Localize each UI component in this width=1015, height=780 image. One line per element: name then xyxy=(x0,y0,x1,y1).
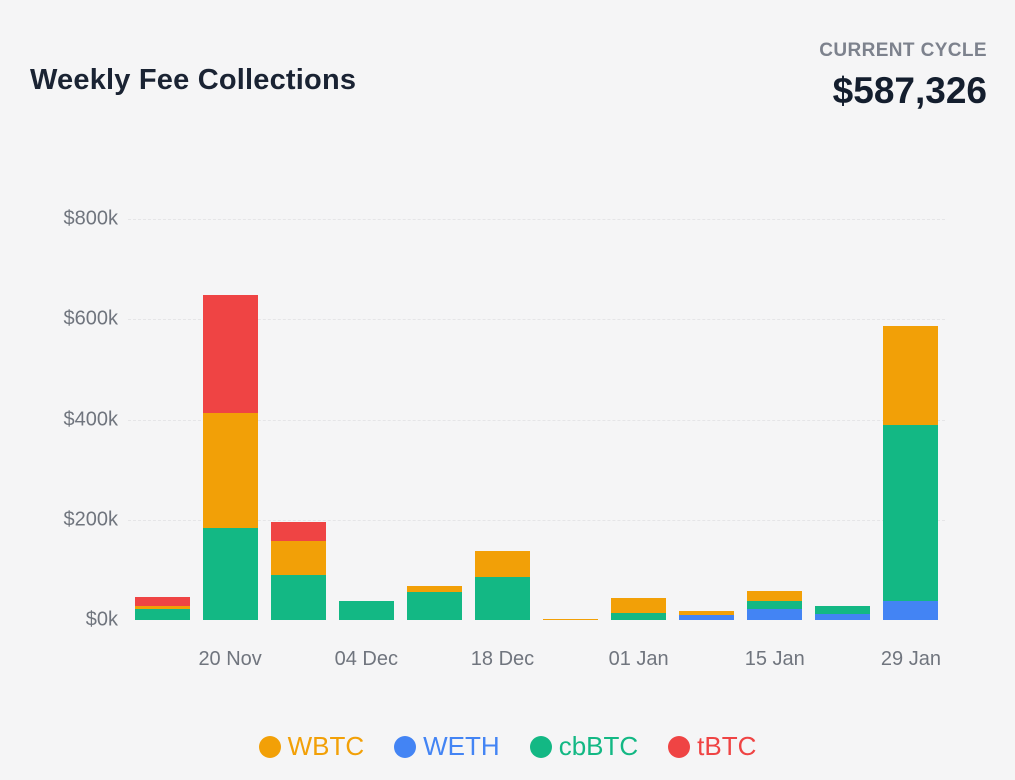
legend-item-WBTC[interactable]: WBTC xyxy=(258,731,365,762)
bar-group-week-7 xyxy=(536,219,604,620)
bar-group-18 Dec xyxy=(468,219,536,620)
bar-segment-cbBTC[interactable] xyxy=(815,606,871,614)
legend-label: WBTC xyxy=(287,731,365,761)
bar-segment-WBTC[interactable] xyxy=(270,541,326,575)
x-axis-label: 04 Dec xyxy=(334,648,398,670)
bar-segment-tBTC[interactable] xyxy=(270,521,326,542)
stacked-bar[interactable] xyxy=(883,325,939,620)
stacked-bar[interactable] xyxy=(815,606,871,620)
legend-label: cbBTC xyxy=(558,731,639,761)
gridline xyxy=(128,519,945,521)
bar-segment-WETH[interactable] xyxy=(883,600,939,620)
bar-segment-WETH[interactable] xyxy=(747,608,803,620)
current-cycle-label: CURRENT CYCLE xyxy=(819,40,987,61)
stacked-bar[interactable] xyxy=(474,550,530,620)
current-cycle-value: $587,326 xyxy=(832,70,987,111)
bar-segment-WBTC[interactable] xyxy=(406,586,462,593)
y-axis-label: $800k xyxy=(63,207,119,230)
legend-dot-cbBTC xyxy=(529,735,552,758)
x-axis-label: 18 Dec xyxy=(470,648,535,670)
stacked-bar[interactable] xyxy=(338,600,394,620)
bar-segment-WBTC[interactable] xyxy=(611,597,667,613)
bar-segment-cbBTC[interactable] xyxy=(338,600,394,620)
bar-segment-WETH[interactable] xyxy=(815,614,871,620)
bar-group-29 Jan xyxy=(877,219,945,620)
bar-segment-cbBTC[interactable] xyxy=(747,601,803,609)
page-title: Weekly Fee Collections xyxy=(30,64,357,96)
y-axis-label: $200k xyxy=(63,508,119,531)
stacked-bar[interactable] xyxy=(747,590,803,620)
bar-group-04 Dec xyxy=(332,219,400,620)
stacked-bar[interactable] xyxy=(611,597,667,620)
bar-segment-WBTC[interactable] xyxy=(747,590,803,602)
x-axis-label: 29 Jan xyxy=(880,648,941,670)
bar-group-15 Jan xyxy=(741,219,809,620)
bar-segment-WETH[interactable] xyxy=(679,615,735,620)
stacked-bar[interactable] xyxy=(270,521,326,620)
bar-group-week-9 xyxy=(673,219,741,620)
bar-segment-WBTC[interactable] xyxy=(543,619,598,620)
x-axis-label: 20 Nov xyxy=(198,648,262,670)
bar-group-week-3 xyxy=(264,219,332,620)
bar-segment-tBTC[interactable] xyxy=(202,295,258,413)
plot-area xyxy=(128,219,945,620)
bar-group-20 Nov xyxy=(196,219,264,620)
bar-segment-cbBTC[interactable] xyxy=(611,612,667,620)
stacked-bar[interactable] xyxy=(543,619,598,620)
bar-segment-cbBTC[interactable] xyxy=(270,574,326,620)
legend-dot-WBTC xyxy=(258,735,281,758)
gridline xyxy=(128,219,945,220)
legend-label: tBTC xyxy=(697,731,757,761)
bar-segment-WBTC[interactable] xyxy=(134,605,190,609)
gridline xyxy=(128,419,945,421)
legend-item-tBTC[interactable]: tBTC xyxy=(668,731,756,762)
bar-segment-cbBTC[interactable] xyxy=(202,527,258,620)
y-axis: $800k $600k $400k $200k $0k xyxy=(0,208,119,631)
stacked-bar[interactable] xyxy=(679,611,735,620)
legend-item-WETH[interactable]: WETH xyxy=(394,731,500,762)
gridline xyxy=(128,319,945,321)
bar-segment-WBTC[interactable] xyxy=(883,325,939,425)
stacked-bar[interactable] xyxy=(406,586,462,620)
bars-row xyxy=(128,219,945,620)
bar-segment-WBTC[interactable] xyxy=(679,611,735,615)
chart-legend: WBTC WETH cbBTC tBTC xyxy=(0,731,1015,762)
bar-group-week-1 xyxy=(128,219,196,620)
bar-segment-cbBTC[interactable] xyxy=(406,592,462,620)
legend-label: WETH xyxy=(423,731,500,761)
y-axis-label: $0k xyxy=(85,608,118,631)
legend-item-cbBTC[interactable]: cbBTC xyxy=(529,731,639,762)
x-axis: 20 Nov 04 Dec 18 Dec 01 Jan 15 Jan 29 Jan xyxy=(128,648,945,678)
bar-segment-cbBTC[interactable] xyxy=(883,424,939,601)
bar-segment-cbBTC[interactable] xyxy=(134,608,190,620)
x-axis-label: 15 Jan xyxy=(744,648,805,670)
stacked-bar[interactable] xyxy=(134,596,190,620)
bar-group-01 Jan xyxy=(605,219,673,620)
bar-segment-cbBTC[interactable] xyxy=(474,576,530,620)
legend-dot-WETH xyxy=(394,735,417,758)
bar-group-week-5 xyxy=(400,219,468,620)
bar-segment-WBTC[interactable] xyxy=(202,412,258,528)
y-axis-label: $600k xyxy=(63,307,119,330)
legend-dot-tBTC xyxy=(668,735,691,758)
bar-segment-tBTC[interactable] xyxy=(134,596,190,606)
bar-segment-WBTC[interactable] xyxy=(474,550,530,577)
current-cycle-block: CURRENT CYCLE $587,326 xyxy=(819,40,987,112)
y-axis-label: $400k xyxy=(63,408,119,430)
stacked-bar[interactable] xyxy=(202,295,258,620)
bar-group-week-11 xyxy=(809,219,877,620)
x-axis-label: 01 Jan xyxy=(608,648,669,670)
